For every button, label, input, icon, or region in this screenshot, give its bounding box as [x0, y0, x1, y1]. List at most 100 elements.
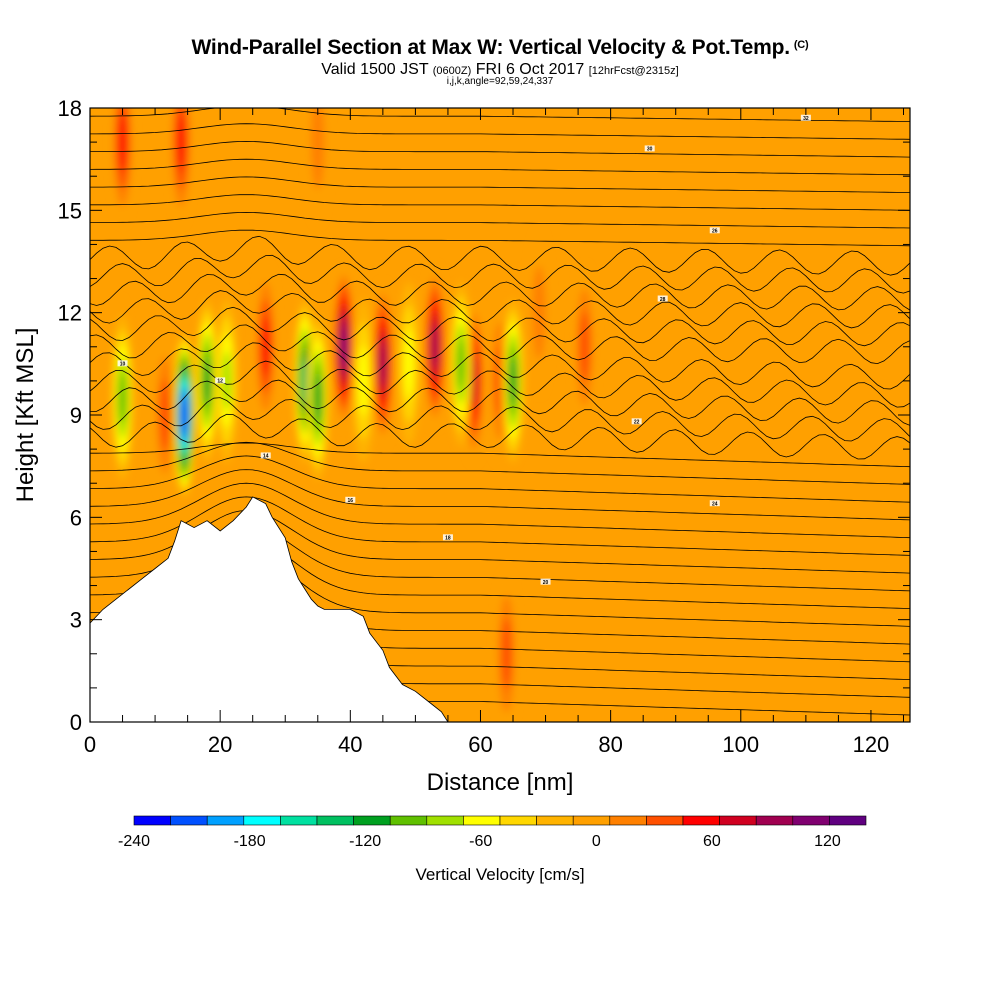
svg-text:12: 12 [217, 379, 223, 385]
colorbar: -240 -180 -120 -60 0 60 120 [118, 815, 867, 850]
theta-contour [90, 442, 910, 468]
theta-contour [90, 342, 910, 390]
velocity-core [176, 112, 186, 172]
theta-contour [90, 379, 910, 426]
velocity-core [379, 340, 387, 388]
velocity-shading [108, 108, 596, 722]
x-tick-label: 100 [722, 732, 759, 757]
svg-text:30: 30 [647, 147, 653, 153]
theta-contour [90, 194, 910, 211]
colorbar-swatch [206, 815, 245, 826]
theta-contour-label: 18 [442, 534, 453, 542]
theta-contour [90, 290, 910, 329]
colorbar-swatch [280, 815, 318, 826]
theta-contour-label: 22 [631, 418, 642, 426]
colorbar-tick-label: 0 [592, 833, 601, 850]
x-tick-label: 0 [84, 732, 96, 757]
theta-contour-label: 26 [709, 227, 720, 235]
x-tick-label: 120 [853, 732, 890, 757]
theta-contour-label: 32 [800, 114, 811, 122]
colorbar-swatch [243, 815, 281, 826]
svg-text:26: 26 [712, 229, 718, 235]
colorbar-label: Vertical Velocity [cm/s] [415, 865, 584, 884]
theta-contour [90, 360, 910, 408]
y-tick-label: 18 [58, 96, 82, 121]
colorbar-swatch [170, 815, 208, 826]
velocity-core [532, 265, 546, 360]
theta-contour [90, 273, 910, 311]
colorbar-tick-label: -60 [469, 833, 492, 850]
theta-contour [90, 496, 910, 556]
velocity-core [358, 345, 369, 417]
theta-contour [90, 306, 910, 347]
svg-text:16: 16 [348, 498, 354, 504]
theta-contour [90, 140, 910, 158]
velocity-core [403, 328, 414, 400]
colorbar-tick-label: -180 [234, 833, 266, 850]
y-axis-label: Height [Kft MSL] [12, 328, 39, 503]
colorbar-swatch [426, 815, 464, 826]
chart-subtitle: Valid 1500 JST (0600Z) FRI 6 Oct 2017 [1… [321, 61, 679, 78]
theta-contour [90, 455, 910, 503]
velocity-core [301, 358, 309, 403]
svg-text:18: 18 [445, 536, 451, 542]
theta-contour-label: 12 [215, 377, 226, 385]
theta-contour [90, 211, 910, 229]
theta-contour [90, 324, 910, 365]
x-tick-label: 20 [208, 732, 232, 757]
colorbar-swatch [719, 815, 757, 826]
theta-contour-labels: 10 12 14 16 18 20 22 24 26 28 30 32 [117, 114, 811, 586]
colorbar-swatch [353, 815, 391, 826]
colorbar-swatch [133, 815, 171, 826]
theta-contour-label: 20 [540, 578, 551, 586]
theta-contour [90, 397, 910, 442]
theta-contour [90, 413, 910, 460]
colorbar-swatch [389, 815, 428, 826]
colorbar-swatch [316, 815, 354, 826]
velocity-core [501, 618, 512, 690]
svg-text:24: 24 [712, 501, 718, 507]
velocity-core [314, 374, 322, 422]
theta-contour [90, 158, 910, 176]
theta-contour [90, 441, 910, 485]
y-tick-label: 12 [58, 301, 82, 326]
title-mark: (C) [793, 39, 809, 51]
chart-title: Wind-Parallel Section at Max W: Vertical… [191, 36, 809, 59]
svg-text:22: 22 [634, 420, 640, 426]
y-tick-label: 6 [70, 505, 82, 530]
chart-subtitle-indices: i,j,k,angle=92,59,24,337 [446, 76, 554, 87]
x-tick-label: 40 [338, 732, 362, 757]
colorbar-tick-label: 60 [703, 833, 721, 850]
theta-contour [90, 108, 910, 122]
plot-area: 10 12 14 16 18 20 22 24 26 28 30 32 [90, 108, 910, 722]
svg-text:14: 14 [263, 454, 269, 460]
x-axis: 0 20 40 60 80 100 120 [84, 108, 904, 757]
theta-contour-label: 16 [345, 496, 356, 504]
colorbar-swatch [755, 815, 794, 826]
x-tick-label: 60 [468, 732, 492, 757]
velocity-core [340, 324, 348, 369]
colorbar-swatch [499, 815, 537, 826]
theta-contour-label: 28 [657, 295, 668, 303]
velocity-core [118, 371, 127, 424]
theta-contour [90, 510, 910, 574]
theta-contour-label: 24 [709, 500, 720, 507]
velocity-core [159, 379, 170, 451]
theta-contours [90, 108, 910, 716]
velocity-core [181, 397, 188, 433]
svg-text:20: 20 [543, 580, 549, 586]
colorbar-swatch [682, 815, 720, 826]
y-tick-label: 9 [70, 403, 82, 428]
terrain-mask [90, 496, 449, 722]
theta-contour-label: 10 [117, 360, 128, 368]
velocity-core [579, 311, 590, 383]
theta-contour [90, 469, 910, 521]
colorbar-swatch [463, 815, 501, 826]
colorbar-tick-label: -240 [118, 833, 150, 850]
y-tick-label: 15 [58, 198, 82, 223]
y-tick-label: 0 [70, 710, 82, 735]
y-axis: 0 3 6 9 12 15 18 [58, 96, 910, 735]
y-tick-label: 3 [70, 608, 82, 633]
colorbar-tick-label: -120 [349, 833, 381, 850]
